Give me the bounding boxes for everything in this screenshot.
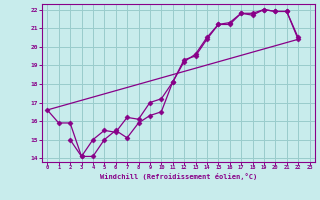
- X-axis label: Windchill (Refroidissement éolien,°C): Windchill (Refroidissement éolien,°C): [100, 173, 257, 180]
